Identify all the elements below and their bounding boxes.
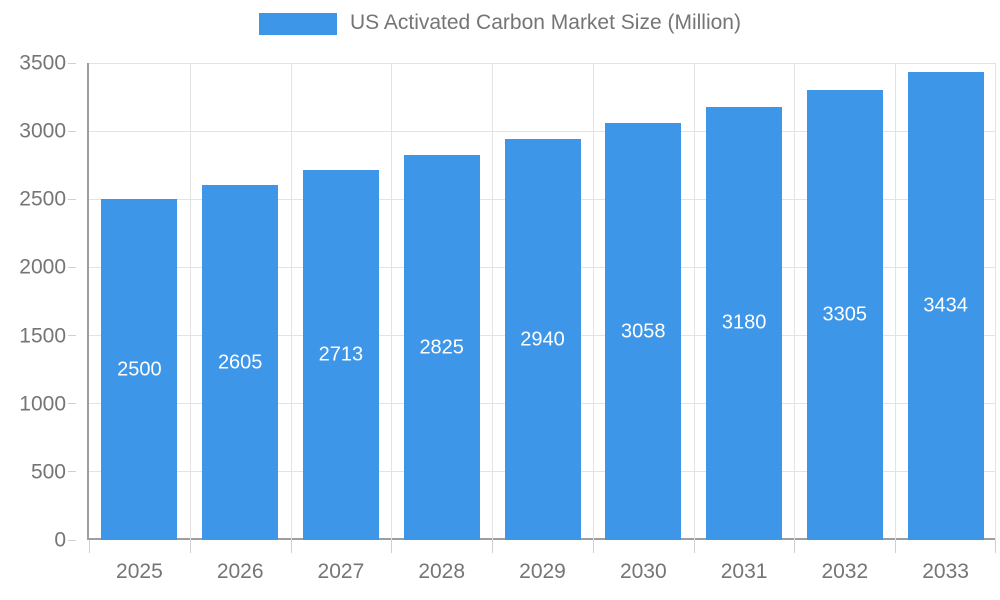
x-axis-label: 2032 — [821, 560, 869, 583]
y-axis-tick — [68, 539, 76, 541]
gridline-vertical — [693, 63, 695, 540]
bar-value-label: 2713 — [318, 343, 364, 366]
x-axis-tick — [391, 540, 393, 553]
x-axis-tick — [693, 540, 695, 553]
gridline-vertical — [290, 63, 292, 540]
y-axis-label: 0 — [54, 528, 66, 552]
x-axis-tick — [189, 540, 191, 553]
x-axis-label: 2033 — [922, 560, 969, 583]
legend-label[interactable]: US Activated Carbon Market Size (Million… — [350, 11, 741, 34]
y-axis-tick — [68, 62, 76, 64]
x-axis-label: 2028 — [418, 560, 466, 583]
y-axis-label: 2500 — [19, 187, 66, 211]
x-axis-label: 2026 — [216, 560, 264, 583]
bar-2026[interactable] — [202, 185, 279, 540]
y-axis-tick — [68, 403, 76, 405]
x-axis-tick — [592, 540, 594, 553]
gridline-vertical — [492, 63, 494, 540]
y-axis-tick — [68, 335, 76, 337]
x-axis-tick — [895, 540, 897, 553]
gridline-vertical — [995, 63, 996, 540]
bar-2032[interactable] — [806, 89, 883, 540]
x-axis-tick — [995, 540, 996, 553]
bar-value-label: 3434 — [923, 294, 968, 317]
legend-swatch[interactable] — [259, 12, 337, 35]
y-axis-tick — [68, 198, 76, 200]
gridline-vertical — [592, 63, 594, 540]
bar-value-label: 2825 — [419, 336, 464, 358]
y-axis-label: 500 — [30, 460, 66, 484]
bar-2025[interactable] — [101, 199, 178, 540]
y-axis-label: 3000 — [19, 119, 66, 143]
bar-value-label: 2500 — [117, 358, 162, 381]
bar-value-label: 3058 — [621, 320, 666, 343]
bar-2031[interactable] — [706, 106, 783, 540]
y-axis-line — [87, 63, 89, 540]
y-axis-label: 2000 — [19, 255, 66, 279]
gridline-vertical — [391, 63, 393, 540]
bar-2028[interactable] — [403, 155, 480, 540]
bar-2027[interactable] — [302, 170, 379, 540]
x-axis-tick — [794, 540, 796, 553]
x-axis-label: 2025 — [116, 560, 163, 583]
x-axis-tick — [89, 540, 90, 553]
gridline-vertical — [794, 63, 796, 540]
bar-value-label: 2940 — [520, 328, 565, 351]
bar-2033[interactable] — [907, 72, 984, 540]
y-axis-label: 1500 — [19, 324, 66, 348]
x-axis-label: 2031 — [720, 560, 768, 583]
plot-area: 2500 2605 2713 2825 2940 3058 3180 3305 3434 — [87, 62, 996, 540]
x-axis-label: 2027 — [317, 560, 365, 583]
x-axis-label: 2030 — [619, 560, 667, 583]
y-axis-label: 1000 — [19, 392, 66, 416]
chart-legend[interactable]: US Activated Carbon Market Size (Million… — [0, 12, 1000, 35]
x-axis-label: 2029 — [519, 560, 566, 583]
y-axis-tick — [68, 130, 76, 132]
y-axis-tick — [68, 266, 76, 268]
bar-value-label: 2605 — [217, 351, 263, 373]
x-axis-tick — [492, 540, 494, 553]
bar-2029[interactable] — [504, 139, 581, 540]
bar-2030[interactable] — [605, 123, 682, 540]
x-axis-tick — [290, 540, 292, 553]
gridline-vertical — [895, 63, 897, 540]
y-axis-label: 3500 — [19, 51, 66, 75]
y-axis-tick — [68, 471, 76, 473]
gridline-horizontal — [89, 62, 996, 64]
gridline-horizontal — [89, 130, 996, 132]
bar-value-label: 3305 — [822, 303, 868, 326]
bar-value-label: 3180 — [721, 311, 767, 334]
gridline-vertical — [189, 63, 191, 540]
